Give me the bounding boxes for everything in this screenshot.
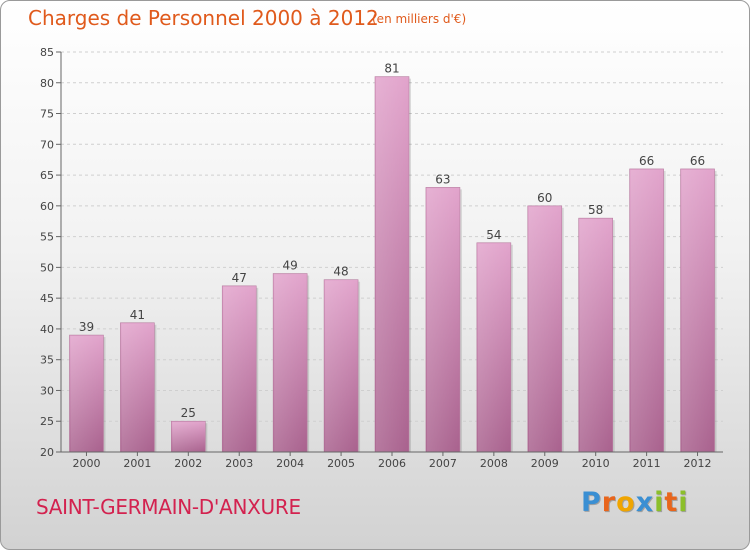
y-tick-label: 30 — [40, 384, 54, 397]
y-tick-label: 85 — [40, 46, 54, 59]
x-tick-label: 2002 — [174, 457, 202, 470]
commune-name: SAINT-GERMAIN-D'ANXURE — [36, 495, 301, 519]
bar-value-label: 47 — [232, 271, 247, 285]
y-tick-label: 45 — [40, 292, 54, 305]
logo-letter: P — [581, 487, 602, 518]
bar-highlight — [376, 77, 408, 452]
y-tick-label: 80 — [40, 77, 54, 90]
x-tick-label: 2008 — [480, 457, 508, 470]
bar-value-label: 48 — [333, 265, 348, 279]
x-tick-label: 2012 — [684, 457, 712, 470]
y-tick-label: 40 — [40, 323, 54, 336]
x-tick-label: 2011 — [633, 457, 661, 470]
bar-value-label: 60 — [537, 191, 552, 205]
chart-title: Charges de Personnel 2000 à 2012 — [28, 6, 379, 30]
x-tick-label: 2007 — [429, 457, 457, 470]
bar-value-label: 49 — [283, 259, 298, 273]
bar-value-label: 66 — [639, 154, 654, 168]
bar-value-label: 41 — [130, 308, 145, 322]
logo-letter: i — [678, 487, 689, 518]
x-tick-label: 2010 — [582, 457, 610, 470]
bar-highlight — [274, 274, 307, 452]
y-tick-label: 60 — [40, 200, 54, 213]
y-tick-label: 65 — [40, 169, 54, 182]
bar-highlight — [325, 280, 358, 452]
y-tick-label: 25 — [40, 415, 54, 428]
chart-subtitle: (en milliers d'€) — [372, 12, 467, 26]
logo-letter: t — [664, 487, 679, 518]
bar-value-label: 39 — [79, 320, 94, 334]
y-tick-label: 20 — [40, 446, 54, 459]
x-tick-label: 2009 — [531, 457, 559, 470]
y-tick-label: 55 — [40, 231, 54, 244]
y-tick-label: 70 — [40, 138, 54, 151]
logo-letter: o — [616, 487, 636, 518]
bar-highlight — [223, 286, 256, 452]
bar-highlight — [426, 188, 459, 452]
logo-letter: i — [654, 487, 665, 518]
bar-highlight — [172, 422, 205, 452]
bar-value-label: 81 — [384, 62, 399, 76]
bar-value-label: 25 — [181, 406, 196, 420]
bar-highlight — [630, 169, 663, 452]
y-tick-label: 75 — [40, 108, 54, 121]
bar-highlight — [528, 206, 561, 452]
proxiti-logo: Proxiti — [581, 487, 689, 518]
y-tick-label: 50 — [40, 261, 54, 274]
bar-highlight — [121, 323, 154, 452]
x-tick-label: 2001 — [123, 457, 151, 470]
logo-letter: x — [635, 487, 655, 518]
logo-letter: r — [601, 487, 617, 518]
bar-highlight — [70, 336, 103, 452]
bar-highlight — [681, 169, 714, 452]
x-tick-label: 2006 — [378, 457, 406, 470]
bar-value-label: 54 — [486, 228, 501, 242]
x-tick-label: 2005 — [327, 457, 355, 470]
bar-highlight — [477, 243, 510, 452]
x-tick-label: 2003 — [225, 457, 253, 470]
bar-value-label: 63 — [435, 172, 450, 186]
bar-value-label: 58 — [588, 203, 603, 217]
bar-value-label: 66 — [690, 154, 705, 168]
bar-highlight — [579, 219, 612, 452]
y-tick-label: 35 — [40, 354, 54, 367]
x-tick-label: 2000 — [72, 457, 100, 470]
x-tick-label: 2004 — [276, 457, 304, 470]
